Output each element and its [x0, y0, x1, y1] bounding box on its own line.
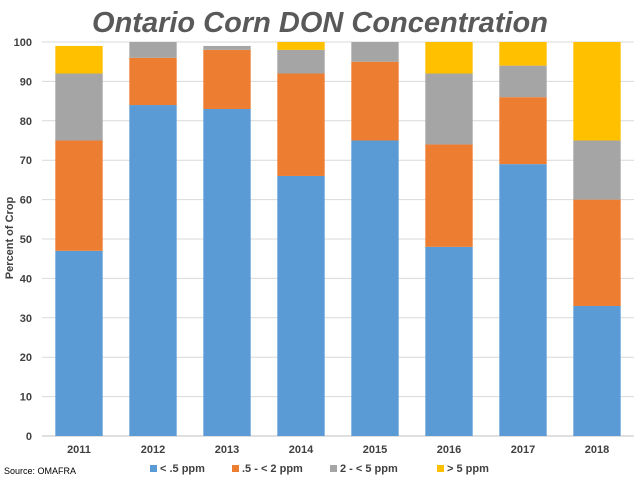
bar-segment [203, 49, 251, 109]
y-tick-label: 60 [20, 195, 32, 207]
bar-segment [55, 73, 103, 141]
bar-segment [277, 42, 325, 50]
bar-segment [277, 175, 325, 436]
bars [55, 42, 621, 436]
y-axis-label: Percent of Crop [4, 196, 16, 279]
legend-label: 2 - < 5 ppm [340, 463, 398, 475]
y-tick-label: 20 [20, 352, 32, 364]
bar-segment [499, 164, 547, 436]
bar-segment [277, 73, 325, 176]
bar-segment [203, 108, 251, 436]
bar-segment [573, 199, 621, 306]
legend-swatch [150, 465, 157, 472]
bar-segment [277, 49, 325, 74]
bar-segment [129, 42, 177, 58]
legend: < .5 ppm .5 - < 2 ppm 2 - < 5 ppm > 5 ppm [150, 463, 489, 475]
bar-segment [499, 42, 547, 66]
bar-segment [55, 45, 103, 74]
bar-segment [499, 65, 547, 98]
y-tick-label: 30 [20, 313, 32, 325]
legend-swatch [330, 465, 337, 472]
x-tick-label: 2012 [141, 444, 165, 456]
x-tick-label: 2017 [511, 444, 535, 456]
y-tick-label: 40 [20, 273, 32, 285]
y-tick-label: 0 [26, 431, 32, 443]
x-tick-label: 2018 [585, 444, 609, 456]
chart-title: Ontario Corn DON Concentration [92, 7, 548, 39]
bar-segment [425, 42, 473, 74]
bar-segment [425, 246, 473, 436]
y-tick-label: 80 [20, 116, 32, 128]
bar-segment [351, 42, 399, 62]
legend-label: < .5 ppm [160, 463, 205, 475]
y-tick-label: 10 [20, 392, 32, 404]
x-tick-label: 2016 [437, 444, 461, 456]
legend-swatch [232, 465, 239, 472]
y-tick-label: 90 [20, 76, 32, 88]
x-tick-label: 2015 [363, 444, 387, 456]
bar-segment [573, 42, 621, 141]
x-axis-ticks: 2011 2012 2013 2014 2015 2016 2017 2018 [67, 444, 609, 456]
bar-segment [55, 140, 103, 251]
y-axis-ticks: 0 10 20 30 40 50 60 70 80 90 100 [14, 37, 32, 443]
bar-segment [129, 105, 177, 436]
bar-segment [55, 250, 103, 436]
y-tick-label: 100 [14, 37, 32, 49]
source-note: Source: OMAFRA [4, 466, 76, 476]
y-tick-label: 70 [20, 155, 32, 167]
bar-segment [573, 305, 621, 436]
bar-segment [203, 45, 251, 50]
x-tick-label: 2013 [215, 444, 239, 456]
y-tick-label: 50 [20, 234, 32, 246]
bar-segment [573, 140, 621, 200]
bar-segment [129, 57, 177, 106]
legend-label: .5 - < 2 ppm [242, 463, 303, 475]
bar-segment [499, 97, 547, 165]
bar-segment [351, 61, 399, 141]
legend-swatch [437, 465, 444, 472]
legend-label: > 5 ppm [447, 463, 489, 475]
bar-segment [425, 73, 473, 145]
bar-segment [351, 140, 399, 436]
x-tick-label: 2014 [289, 444, 314, 456]
x-tick-label: 2011 [67, 444, 91, 456]
bar-segment [425, 144, 473, 247]
